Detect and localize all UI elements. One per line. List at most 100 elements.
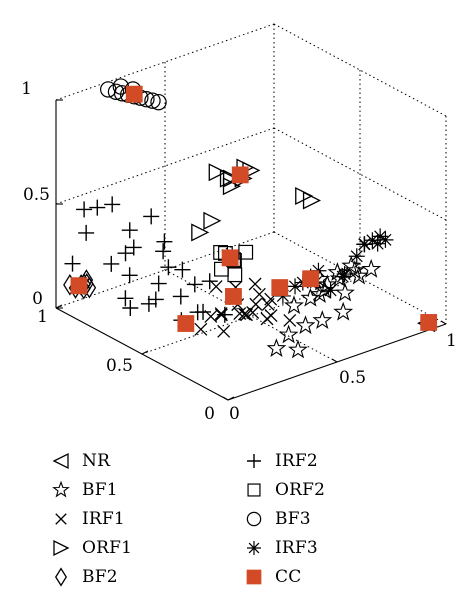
data-point-bf1-7 bbox=[349, 265, 369, 285]
legend-marker-irf3 bbox=[247, 541, 261, 555]
grid-line bbox=[141, 277, 361, 355]
data-point-irf2-13 bbox=[201, 273, 218, 290]
legend-label-orf1: ORF1 bbox=[82, 538, 133, 558]
legend-marker-orf2 bbox=[247, 483, 261, 497]
legend-marker-bf1 bbox=[52, 480, 70, 498]
y-tick-1: 1 bbox=[37, 307, 48, 327]
data-point-irf1-19 bbox=[238, 307, 251, 321]
data-point-irf3-1 bbox=[372, 228, 389, 245]
x-tick-1: 1 bbox=[446, 331, 457, 351]
data-point-cc-0 bbox=[420, 314, 438, 331]
box-edge bbox=[273, 231, 447, 325]
data-point-cc-8 bbox=[125, 85, 143, 103]
data-point-bf1-15 bbox=[278, 324, 299, 344]
data-point-orf1-6 bbox=[208, 163, 227, 182]
box-edge bbox=[273, 23, 447, 117]
data-point-irf2-19 bbox=[147, 291, 164, 308]
data-point-irf2-22 bbox=[216, 306, 233, 323]
data-point-irf3-6 bbox=[377, 231, 394, 248]
data-point-irf3-4 bbox=[348, 248, 365, 265]
data-point-irf2-6 bbox=[125, 239, 142, 256]
data-point-cc-5 bbox=[302, 270, 320, 288]
data-point-orf2-4 bbox=[238, 244, 254, 260]
legend: NR BF1 IRF1 ORF1 BF2 IRF2 ORF2 BF3 IRF3 … bbox=[50, 448, 430, 598]
data-point-orf1-8 bbox=[191, 223, 210, 242]
legend-label-irf2: IRF2 bbox=[275, 451, 318, 471]
data-point-irf1-10 bbox=[264, 309, 278, 323]
legend-item-cc: CC bbox=[243, 564, 301, 590]
data-point-irf1-14 bbox=[240, 308, 253, 322]
legend-item-irf2: IRF2 bbox=[243, 448, 318, 474]
z-tick-0: 0 bbox=[32, 289, 43, 309]
data-point-irf1-16 bbox=[283, 313, 297, 327]
data-point-irf2-12 bbox=[150, 275, 167, 292]
legend-label-cc: CC bbox=[275, 567, 302, 587]
data-point-irf1-5 bbox=[248, 277, 262, 291]
legend-item-irf3: IRF3 bbox=[243, 535, 318, 561]
series-orf1 bbox=[191, 158, 322, 242]
data-point-irf1-11 bbox=[209, 280, 223, 294]
data-point-irf1-1 bbox=[252, 287, 266, 301]
data-point-irf2-20 bbox=[117, 290, 134, 307]
series-irf2 bbox=[64, 196, 233, 329]
data-point-bf1-6 bbox=[344, 260, 365, 280]
axes-box bbox=[55, 23, 447, 401]
data-point-irf2-3 bbox=[89, 199, 106, 216]
x-tick-0.5: 0.5 bbox=[339, 368, 366, 388]
data-point-irf2-0 bbox=[104, 196, 121, 213]
data-point-orf1-10 bbox=[295, 186, 314, 206]
data-point-irf2-2 bbox=[143, 208, 160, 225]
series-bf1 bbox=[266, 255, 382, 359]
asterisk-icon bbox=[247, 541, 261, 555]
data-point-irf3-3 bbox=[369, 235, 386, 252]
tick-labels: 1 0.5 0 1 0.5 0 0 0.5 1 bbox=[21, 79, 457, 424]
data-point-irf2-7 bbox=[156, 233, 173, 250]
legend-marker-orf1 bbox=[53, 539, 70, 557]
x-icon bbox=[55, 513, 67, 525]
data-point-bf1-0 bbox=[309, 284, 330, 304]
data-point-irf3-15 bbox=[336, 266, 353, 283]
grid-line bbox=[273, 127, 447, 221]
data-point-cc-7 bbox=[271, 279, 289, 296]
z-tick-1: 1 bbox=[21, 79, 32, 99]
filled-square-icon bbox=[246, 569, 262, 585]
legend-label-irf3: IRF3 bbox=[275, 538, 318, 558]
data-point-irf2-8 bbox=[103, 255, 120, 272]
data-point-orf1-3 bbox=[219, 169, 238, 188]
data-point-irf2-17 bbox=[172, 288, 189, 305]
triangle-right-icon bbox=[53, 539, 70, 557]
data-point-bf1-9 bbox=[312, 310, 333, 330]
legend-label-nr: NR bbox=[82, 451, 111, 471]
y-tick-0.5: 0.5 bbox=[106, 356, 133, 376]
data-point-bf1-18 bbox=[284, 295, 304, 315]
data-point-irf2-21 bbox=[189, 304, 206, 321]
data-point-cc-6 bbox=[177, 315, 195, 332]
legend-item-bf3: BF3 bbox=[243, 506, 311, 532]
data-point-bf1-16 bbox=[288, 339, 308, 359]
legend-item-bf1: BF1 bbox=[50, 477, 118, 503]
data-point-cc-1 bbox=[231, 166, 249, 184]
data-point-irf1-9 bbox=[217, 324, 231, 338]
y-tick-mark bbox=[227, 396, 235, 401]
legend-item-orf2: ORF2 bbox=[243, 477, 325, 503]
data-point-irf2-1 bbox=[76, 201, 93, 218]
data-point-irf2-5 bbox=[121, 222, 138, 239]
data-point-irf2-25 bbox=[117, 245, 134, 262]
data-point-cc-2 bbox=[221, 249, 239, 267]
legend-marker-bf2 bbox=[54, 567, 68, 587]
data-point-irf2-9 bbox=[160, 259, 177, 276]
data-point-bf1-2 bbox=[335, 282, 355, 302]
circle-icon bbox=[246, 511, 262, 527]
y-tick-mark bbox=[141, 350, 149, 355]
data-point-irf1-0 bbox=[249, 297, 263, 311]
diamond-icon bbox=[54, 567, 68, 587]
data-point-orf1-5 bbox=[222, 169, 242, 188]
data-point-cc-4 bbox=[70, 277, 88, 295]
data-point-bf1-14 bbox=[361, 258, 382, 278]
data-point-irf3-0 bbox=[364, 232, 381, 249]
data-point-irf1-13 bbox=[261, 297, 275, 311]
x-tick-0: 0 bbox=[229, 404, 240, 424]
legend-marker-irf2 bbox=[247, 454, 261, 468]
data-point-bf1-11 bbox=[333, 301, 354, 321]
square-icon bbox=[247, 483, 261, 497]
